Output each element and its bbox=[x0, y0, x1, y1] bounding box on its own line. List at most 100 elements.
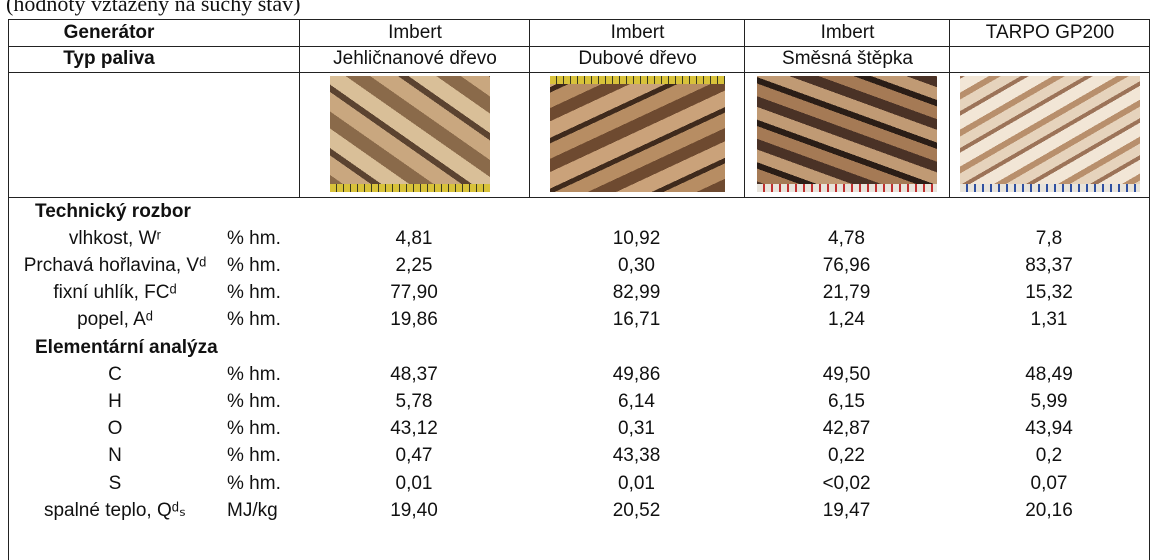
value-cell: 10,92 bbox=[612, 227, 661, 249]
value-cell: 2,25 bbox=[395, 254, 433, 276]
value-cell: 49,50 bbox=[822, 363, 871, 385]
value-cell: 0,07 bbox=[1030, 472, 1068, 494]
photo bbox=[330, 76, 490, 192]
photo-cell bbox=[949, 72, 1150, 197]
row-label: O bbox=[107, 418, 123, 440]
data-row: H % hm. 5,78 6,14 6,15 5,99 bbox=[9, 388, 1149, 415]
row-unit: % hm. bbox=[227, 282, 281, 304]
row-label: S bbox=[108, 472, 122, 494]
value-cell: 0,22 bbox=[828, 445, 865, 467]
data-row: popel, Aᵈ % hm. 19,86 16,71 1,24 1,31 bbox=[9, 307, 1149, 334]
ruler bbox=[757, 184, 937, 192]
value-cell: <0,02 bbox=[822, 472, 871, 494]
row-unit: % hm. bbox=[227, 445, 281, 467]
header-cell: Imbert bbox=[529, 20, 745, 46]
photo-row bbox=[9, 72, 1149, 198]
row-unit: % hm. bbox=[227, 227, 281, 249]
data-row: O % hm. 43,12 0,31 42,87 43,94 bbox=[9, 416, 1149, 443]
header-cell: Imbert bbox=[744, 20, 950, 46]
value-cell: 82,99 bbox=[612, 282, 661, 304]
value-cell: 43,94 bbox=[1025, 418, 1073, 440]
header-cell bbox=[949, 46, 1150, 72]
row-unit: % hm. bbox=[227, 309, 281, 331]
value-cell: 42,87 bbox=[822, 418, 871, 440]
value-cell: 4,81 bbox=[395, 227, 433, 249]
photo bbox=[960, 76, 1140, 192]
value-cell: 49,86 bbox=[612, 363, 661, 385]
row-label: fixní uhlík, FCᵈ bbox=[53, 282, 177, 304]
data-row: vlhkost, Wʳ % hm. 4,81 10,92 4,78 7,8 bbox=[9, 225, 1149, 252]
section-row: Elementární analýza bbox=[9, 334, 1149, 361]
header-cell: Směsná štěpka bbox=[744, 46, 950, 72]
section-title: Technický rozbor bbox=[35, 200, 191, 222]
header-cell: Dubové dřevo bbox=[529, 46, 745, 72]
value-cell: 5,99 bbox=[1030, 390, 1068, 412]
header-cell: Imbert bbox=[299, 20, 530, 46]
row-unit: % hm. bbox=[227, 390, 281, 412]
value-cell: 83,37 bbox=[1025, 254, 1073, 276]
row-label: Prchavá hořlavina, Vᵈ bbox=[23, 254, 207, 276]
data-row: C % hm. 48,37 49,86 49,50 48,49 bbox=[9, 361, 1149, 388]
header-cell: Jehličnanové dřevo bbox=[299, 46, 530, 72]
value-cell: 0,31 bbox=[618, 418, 655, 440]
value-cell: 19,40 bbox=[390, 499, 438, 521]
data-row: S % hm. 0,01 0,01 <0,02 0,07 bbox=[9, 470, 1149, 497]
data-row: N % hm. 0,47 43,38 0,22 0,2 bbox=[9, 443, 1149, 470]
row-label: vlhkost, Wʳ bbox=[68, 227, 162, 249]
header-row: Typ paliva Jehličnanové dřevo Dubové dřevo… bbox=[9, 46, 1149, 73]
section-title: Elementární analýza bbox=[35, 336, 218, 358]
photo-cell bbox=[744, 72, 950, 197]
header-cell: TARPO GP200 bbox=[949, 20, 1150, 46]
value-cell: 15,32 bbox=[1025, 282, 1073, 304]
data-row: fixní uhlík, FCᵈ % hm. 77,90 82,99 21,79 15,3… bbox=[9, 280, 1149, 307]
row-label: N bbox=[108, 445, 122, 467]
section-row: Technický rozbor bbox=[9, 198, 1149, 225]
row-unit: % hm. bbox=[227, 363, 281, 385]
value-cell: 7,8 bbox=[1035, 227, 1063, 249]
value-cell: 4,78 bbox=[828, 227, 865, 249]
header-row: Generátor Imbert Imbert Imbert TARPO GP200 bbox=[9, 20, 1149, 47]
value-cell: 19,47 bbox=[822, 499, 871, 521]
value-cell: 0,47 bbox=[395, 445, 433, 467]
value-cell: 48,37 bbox=[390, 363, 438, 385]
caption: (hodnoty vztažený na suchý stav) bbox=[6, 0, 301, 16]
value-cell: 43,12 bbox=[390, 418, 438, 440]
header-label: Typ paliva bbox=[63, 48, 155, 69]
value-cell: 5,78 bbox=[395, 390, 433, 412]
row-label: popel, Aᵈ bbox=[77, 309, 153, 331]
value-cell: 77,90 bbox=[390, 282, 438, 304]
value-cell: 19,86 bbox=[390, 309, 438, 331]
value-cell: 1,31 bbox=[1030, 309, 1068, 331]
data-row: spalné teplo, Qᵈₛ MJ/kg 19,40 20,52 19,47 20,… bbox=[9, 497, 1149, 524]
value-cell: 0,01 bbox=[618, 472, 655, 494]
table: Generátor Imbert Imbert Imbert TARPO GP200 Ty… bbox=[8, 19, 1150, 560]
row-label: C bbox=[108, 363, 122, 385]
value-cell: 16,71 bbox=[612, 309, 661, 331]
ruler bbox=[330, 184, 490, 192]
ruler bbox=[550, 76, 725, 84]
row-label: spalné teplo, Qᵈₛ bbox=[43, 500, 187, 522]
value-cell: 76,96 bbox=[822, 254, 871, 276]
value-cell: 48,49 bbox=[1025, 363, 1073, 385]
value-cell: 1,24 bbox=[828, 309, 865, 331]
value-cell: 0,01 bbox=[395, 472, 433, 494]
value-cell: 21,79 bbox=[822, 282, 871, 304]
row-unit: MJ/kg bbox=[227, 499, 278, 521]
row-unit: % hm. bbox=[227, 472, 281, 494]
data-row: Prchavá hořlavina, Vᵈ % hm. 2,25 0,30 76,96 8… bbox=[9, 252, 1149, 279]
row-label: H bbox=[108, 390, 122, 412]
row-unit: % hm. bbox=[227, 254, 281, 276]
row-unit: % hm. bbox=[227, 418, 281, 440]
value-cell: 6,15 bbox=[828, 390, 865, 412]
value-cell: 43,38 bbox=[612, 445, 661, 467]
value-cell: 20,52 bbox=[612, 499, 661, 521]
photo-cell bbox=[299, 72, 530, 197]
photo-cell bbox=[529, 72, 745, 197]
ruler bbox=[960, 184, 1140, 192]
value-cell: 0,2 bbox=[1035, 445, 1063, 467]
header-label: Generátor bbox=[63, 22, 155, 43]
photo bbox=[550, 76, 725, 192]
value-cell: 6,14 bbox=[618, 390, 655, 412]
